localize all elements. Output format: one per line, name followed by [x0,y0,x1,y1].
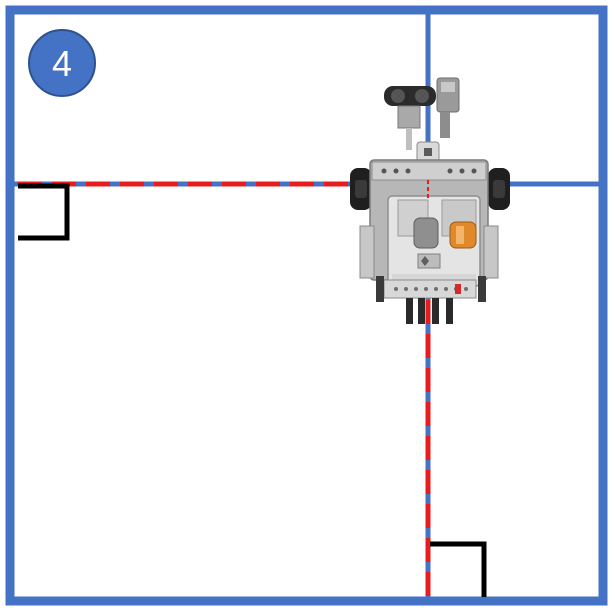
lego-robot-icon [350,77,510,324]
right-angle-marker-bottom [430,541,487,597]
field-border [5,5,608,606]
step-badge-number: 4 [52,43,72,84]
step-badge-circle [28,29,96,97]
step-badge: 4 [28,29,96,97]
right-angle-marker-left [18,183,70,241]
